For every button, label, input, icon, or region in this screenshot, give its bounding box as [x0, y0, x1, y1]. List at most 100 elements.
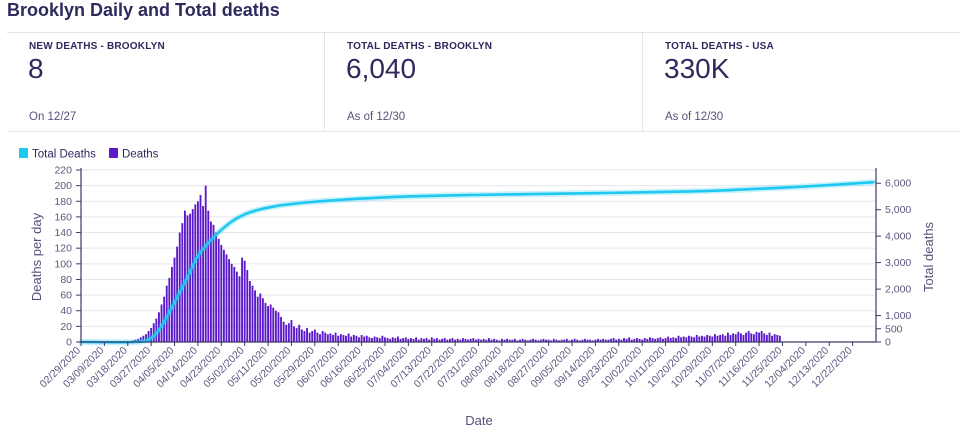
- y2-tick-label: 4,000: [885, 231, 911, 243]
- stat-value: 8: [28, 53, 44, 84]
- y2-tick-label: 2,000: [885, 284, 911, 296]
- deaths-bar: [371, 338, 373, 342]
- legend-swatch-total-deaths: [19, 148, 28, 158]
- deaths-bar: [446, 339, 449, 342]
- deaths-bar: [412, 338, 415, 342]
- stat-label: TOTAL DEATHS - USA: [665, 41, 774, 52]
- deaths-bar: [352, 334, 355, 342]
- y2-tick-label: 1,000: [885, 310, 911, 322]
- deaths-bar: [189, 213, 192, 342]
- y-tick-label: 140: [54, 227, 72, 239]
- deaths-bar: [285, 324, 288, 342]
- deaths-bar: [477, 338, 480, 342]
- deaths-bar: [160, 304, 163, 342]
- stat-note: On 12/27: [29, 111, 77, 123]
- deaths-bar: [773, 334, 776, 342]
- deaths-bar: [768, 332, 771, 342]
- deaths-bar: [568, 340, 571, 342]
- deaths-bar: [243, 260, 246, 342]
- deaths-bar: [147, 331, 150, 342]
- deaths-bar: [339, 334, 342, 342]
- deaths-bar: [695, 334, 698, 342]
- deaths-bar: [752, 334, 755, 342]
- deaths-bar: [581, 339, 584, 342]
- deaths-bar: [381, 335, 384, 342]
- deaths-bar: [280, 316, 282, 342]
- deaths-bar: [555, 339, 558, 342]
- deaths-bar: [610, 338, 612, 342]
- deaths-bar: [365, 335, 368, 342]
- stats-panel: NEW DEATHS - BROOKLYN 8 On 12/27 TOTAL D…: [7, 33, 960, 132]
- deaths-bar: [721, 334, 724, 342]
- deaths-bar: [576, 339, 579, 342]
- deaths-bar: [649, 337, 651, 342]
- stat-value: 6,040: [346, 53, 417, 84]
- deaths-bar: [716, 335, 719, 342]
- page-title: Brooklyn Daily and Total deaths: [7, 0, 280, 20]
- deaths-bar: [298, 324, 301, 342]
- deaths-bar: [659, 337, 662, 342]
- deaths-bar: [196, 201, 199, 342]
- deaths-bar: [633, 338, 636, 342]
- deaths-bar: [204, 185, 207, 342]
- deaths-bar: [669, 338, 672, 342]
- deaths-bar: [212, 224, 215, 342]
- deaths-bar: [755, 331, 758, 342]
- deaths-bar: [516, 340, 519, 342]
- deaths-bar: [376, 337, 379, 342]
- deaths-bar: [519, 339, 521, 342]
- deaths-bar: [248, 281, 251, 342]
- deaths-bar: [643, 338, 646, 342]
- deaths-bar: [308, 332, 311, 342]
- y-axis-title: Deaths per day: [29, 212, 44, 301]
- deaths-bar: [480, 339, 483, 342]
- deaths-bar: [742, 334, 745, 342]
- deaths-bar: [394, 338, 397, 342]
- deaths-bar: [324, 332, 327, 342]
- deaths-bar: [765, 334, 768, 342]
- legend-label-deaths: Deaths: [122, 149, 159, 161]
- stat-note: As of 12/30: [347, 111, 406, 123]
- deaths-bar: [181, 223, 184, 342]
- deaths-bar: [656, 338, 659, 342]
- deaths-bar: [329, 333, 332, 342]
- deaths-bar: [415, 337, 418, 342]
- deaths-bar: [651, 338, 654, 342]
- deaths-bar: [719, 334, 722, 342]
- deaths-bar: [319, 334, 321, 342]
- deaths-bar: [560, 339, 563, 342]
- deaths-bar: [451, 338, 454, 342]
- deaths-bar: [443, 338, 446, 342]
- deaths-bar: [407, 338, 410, 342]
- legend-label-total-deaths: Total Deaths: [32, 149, 96, 161]
- deaths-bar: [425, 338, 428, 342]
- chart-legend[interactable]: Total Deaths Deaths: [19, 148, 159, 161]
- deaths-bar: [646, 338, 649, 342]
- deaths-bar: [597, 338, 599, 342]
- deaths-bar: [698, 336, 701, 342]
- deaths-bar: [565, 338, 568, 342]
- deaths-bar: [500, 338, 503, 342]
- deaths-bar: [550, 340, 553, 342]
- deaths-bar: [573, 338, 576, 342]
- total-deaths-line-path: [79, 180, 875, 344]
- deaths-bar: [215, 232, 218, 342]
- deaths-bar: [145, 334, 147, 342]
- deaths-bar: [513, 338, 516, 342]
- deaths-bar: [526, 340, 529, 342]
- deaths-bar: [436, 338, 438, 342]
- deaths-bar: [311, 331, 314, 342]
- deaths-bar: [230, 263, 233, 342]
- deaths-bar: [165, 285, 168, 342]
- deaths-bar: [158, 312, 160, 342]
- deaths-bar: [300, 329, 303, 342]
- deaths-bar: [763, 333, 766, 342]
- deaths-bar: [316, 332, 319, 342]
- y-tick-label: 20: [60, 321, 72, 333]
- deaths-bar: [142, 335, 145, 342]
- stat-note: As of 12/30: [665, 111, 724, 123]
- deaths-bar: [594, 339, 597, 342]
- y-tick-label: 200: [54, 180, 72, 192]
- y-tick-label: 40: [60, 305, 72, 317]
- deaths-bar: [638, 338, 641, 342]
